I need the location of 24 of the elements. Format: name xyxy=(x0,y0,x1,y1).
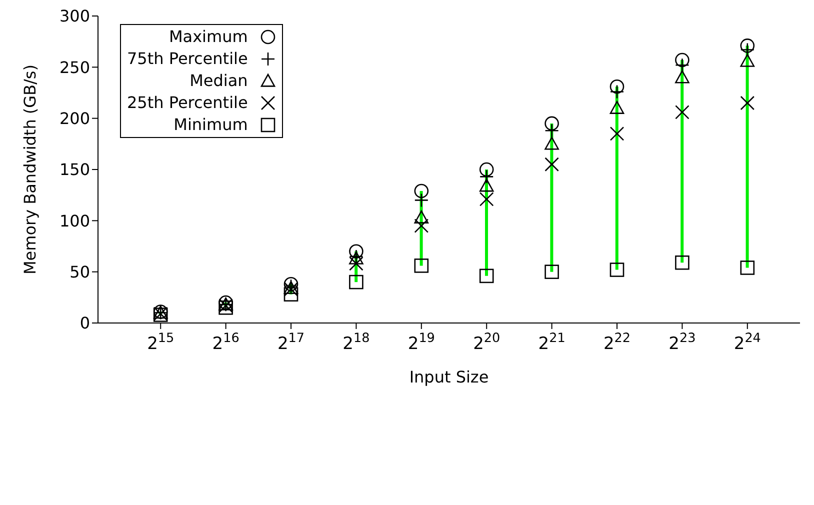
y-tick-label: 150 xyxy=(59,160,90,180)
legend-label: 25th Percentile xyxy=(127,92,248,114)
x-tick-label: 2$^{18}$ xyxy=(342,330,370,354)
y-tick-label: 200 xyxy=(59,109,90,128)
y-tick-label: 50 xyxy=(70,262,90,282)
x-tick-label: 2$^{24}$ xyxy=(734,330,761,354)
y-axis-title: Memory Bandwidth (GB/s) xyxy=(20,64,40,275)
y-tick-label: 250 xyxy=(59,58,90,77)
y-tick-label: 100 xyxy=(59,211,90,230)
x-tick-label: 2$^{16}$ xyxy=(212,330,240,354)
x-tick-label: 2$^{23}$ xyxy=(668,330,696,354)
legend-label: Minimum xyxy=(174,114,248,136)
x-tick-label: 2$^{21}$ xyxy=(538,330,566,354)
x-tick-label: 2$^{19}$ xyxy=(408,330,435,354)
x-tick-label: 2$^{20}$ xyxy=(473,330,500,354)
y-tick-label: 300 xyxy=(59,6,90,26)
x-axis-title: Input Size xyxy=(409,367,489,386)
x-tick-label: 2$^{22}$ xyxy=(603,330,631,354)
legend-label: Median xyxy=(190,70,248,92)
legend-label: Maximum xyxy=(168,26,248,48)
x-tick-label: 2$^{17}$ xyxy=(277,330,305,354)
x-tick-label: 2$^{15}$ xyxy=(147,330,174,354)
legend-label: 75th Percentile xyxy=(127,48,248,70)
y-tick-label: 0 xyxy=(80,314,90,333)
